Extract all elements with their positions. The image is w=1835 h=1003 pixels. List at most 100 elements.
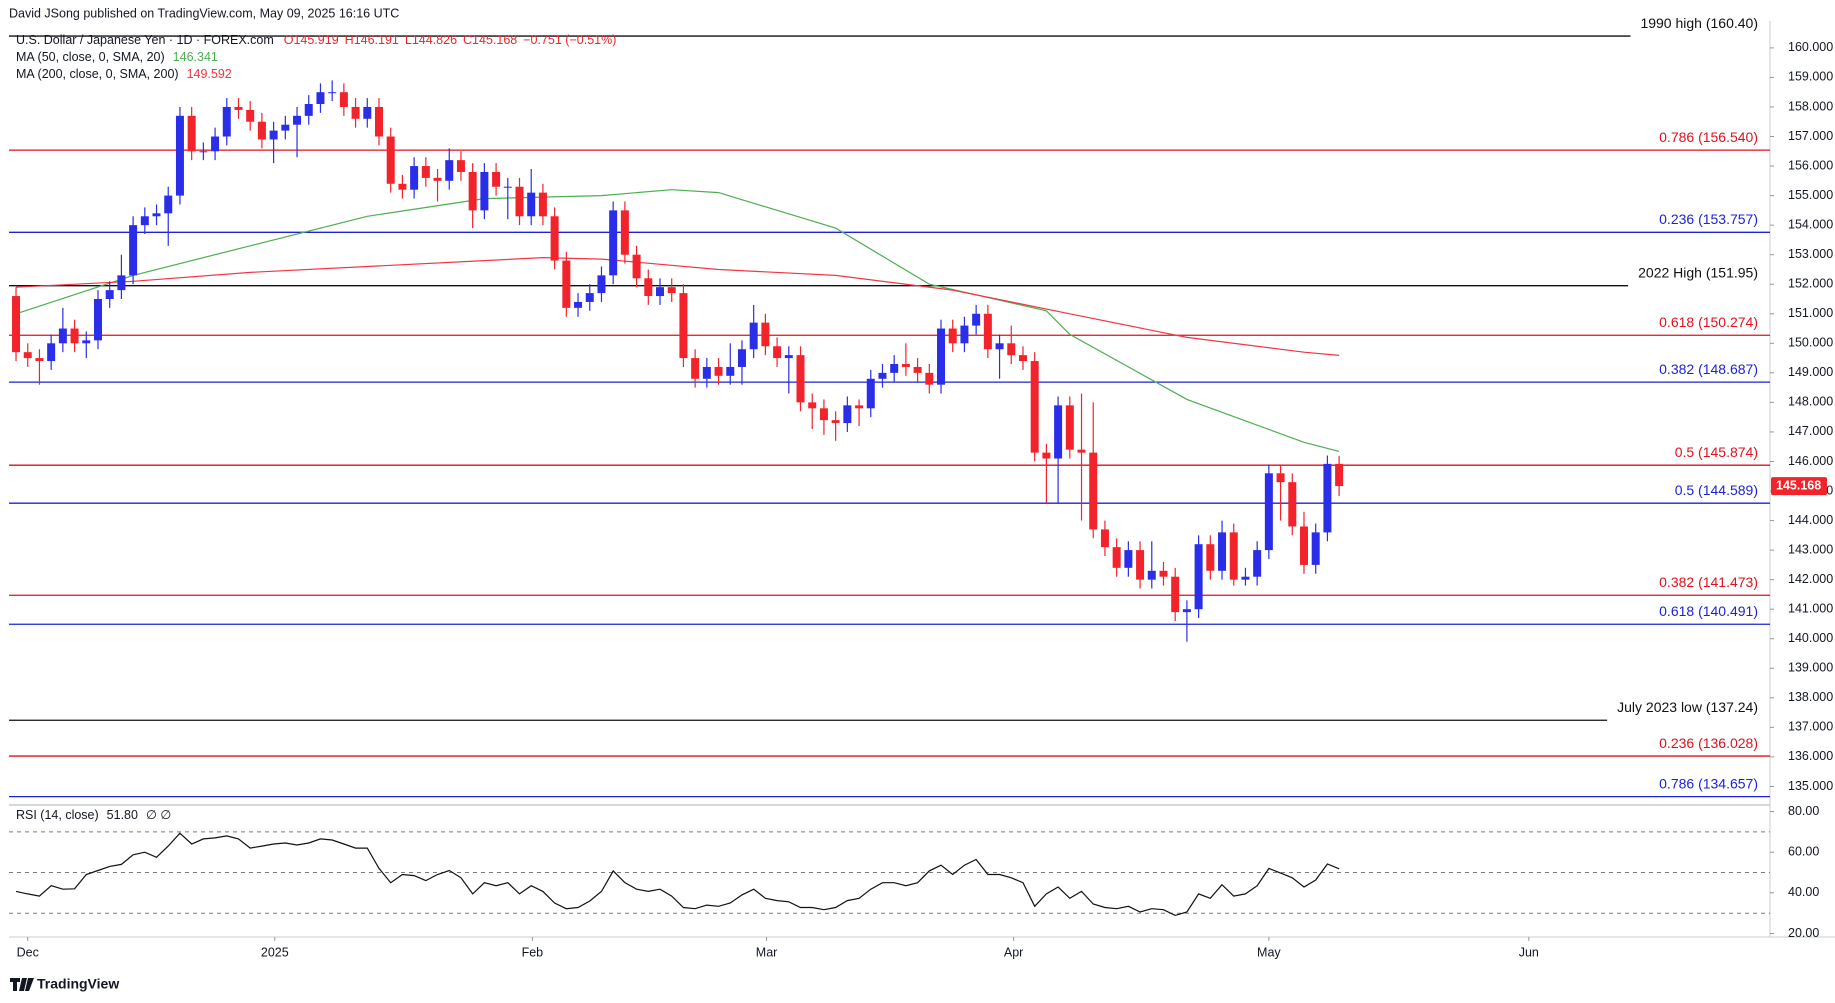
y-tick-label: 151.000 <box>1788 306 1833 320</box>
candle-body <box>1171 576 1180 613</box>
y-tick-label: 138.000 <box>1788 690 1833 704</box>
candle-body <box>164 195 173 214</box>
candle-body <box>562 260 571 308</box>
candle-body <box>1100 529 1109 548</box>
candle-body <box>1007 343 1016 356</box>
publisher: David JSong published on TradingView.com… <box>9 6 399 20</box>
candle-body <box>1323 463 1332 533</box>
candle-body <box>1241 576 1250 580</box>
candle-body <box>456 160 465 172</box>
candle-body <box>726 366 735 376</box>
candle-body <box>784 355 793 359</box>
y-tick-label: 155.000 <box>1788 188 1833 202</box>
rsi-y-tick-label: 40.00 <box>1788 885 1819 899</box>
y-tick-label: 148.000 <box>1788 395 1833 409</box>
candle-body <box>1335 463 1344 487</box>
rsi-value: 51.80 <box>107 808 138 822</box>
candle-body <box>901 363 910 367</box>
candle-body <box>667 287 676 294</box>
candle-body <box>550 216 559 261</box>
candle-body <box>1253 550 1262 577</box>
candle-body <box>527 192 536 217</box>
candle-body <box>1276 473 1285 483</box>
y-tick-label: 144.000 <box>1788 513 1833 527</box>
candle-body <box>866 378 875 409</box>
level-label: 0.5 (145.874) <box>1675 444 1758 460</box>
candle-body <box>1065 405 1074 450</box>
ma-line <box>15 256 1340 356</box>
candle-body <box>960 325 969 344</box>
rsi-line <box>15 832 1340 917</box>
candle-body <box>644 278 653 297</box>
candle-body <box>1112 547 1121 568</box>
candle-body <box>1159 570 1168 577</box>
candle-body <box>293 115 302 125</box>
candle-body <box>339 92 348 107</box>
x-tick-label: 2025 <box>261 945 289 959</box>
candle-body <box>328 92 337 94</box>
candle-body <box>1089 452 1098 530</box>
candle-body <box>761 322 770 347</box>
candle-body <box>878 372 887 379</box>
rsi-y-tick-label: 60.00 <box>1788 844 1819 858</box>
candle-body <box>129 225 138 276</box>
candle-body <box>234 106 243 110</box>
candle-body <box>492 171 501 187</box>
candle-body <box>691 358 700 379</box>
candle-body <box>1147 570 1156 580</box>
candle-body <box>609 210 618 276</box>
candle-body <box>679 293 688 359</box>
legend-value: 149.592 <box>187 67 232 81</box>
x-tick-label: Jun <box>1519 945 1539 959</box>
y-tick-label: 135.000 <box>1788 779 1833 793</box>
y-tick-label: 140.000 <box>1788 631 1833 645</box>
candle-body <box>890 363 899 373</box>
candle-body <box>386 136 395 184</box>
candle-body <box>585 293 594 302</box>
ohlc-value: L144.826 <box>405 33 457 47</box>
y-tick-label: 137.000 <box>1788 720 1833 734</box>
y-tick-label: 146.000 <box>1788 454 1833 468</box>
y-tick-label: 143.000 <box>1788 542 1833 556</box>
candle-body <box>1299 526 1308 565</box>
candle-body <box>1229 532 1238 580</box>
candle-body <box>70 328 79 344</box>
ma-line <box>15 189 1340 452</box>
brand-logo <box>10 978 34 991</box>
candle-body <box>819 408 828 421</box>
candle-body <box>12 296 21 353</box>
candle-body <box>117 275 126 291</box>
candle-body <box>199 151 208 153</box>
candle-body <box>1288 482 1297 527</box>
rsi-legend: RSI (14, close) 51.80 ∅ ∅ <box>16 808 171 822</box>
candle-body <box>23 352 32 359</box>
candle-body <box>211 136 220 152</box>
y-tick-label: 158.000 <box>1788 99 1833 113</box>
candle-body <box>1136 550 1145 580</box>
candle-body <box>374 106 383 137</box>
candle-body <box>808 402 817 409</box>
candle-body <box>574 301 583 308</box>
candle-body <box>714 366 723 376</box>
y-tick-label: 142.000 <box>1788 572 1833 586</box>
level-label: 0.786 (134.657) <box>1659 775 1758 791</box>
rsi-y-tick-label: 80.00 <box>1788 804 1819 818</box>
x-tick-label: Feb <box>522 945 544 959</box>
legend-entry: MA (200, close, 0, SMA, 200) 149.592 <box>16 67 232 81</box>
candle-body <box>515 186 524 217</box>
candle-body <box>1124 550 1133 568</box>
candle-body <box>1054 405 1063 459</box>
candle-body <box>1077 449 1086 453</box>
candle-body <box>433 177 442 181</box>
x-tick-label: Mar <box>756 945 778 959</box>
candle-body <box>831 420 840 424</box>
candle-body <box>983 313 992 350</box>
level-label: 2022 High (151.95) <box>1638 264 1758 280</box>
candle-body <box>925 372 934 385</box>
candle-body <box>468 171 477 211</box>
price-tag <box>1771 477 1827 496</box>
x-tick-label: May <box>1257 945 1281 959</box>
y-tick-label: 149.000 <box>1788 365 1833 379</box>
candle-body <box>995 343 1004 350</box>
candle-body <box>480 171 489 211</box>
